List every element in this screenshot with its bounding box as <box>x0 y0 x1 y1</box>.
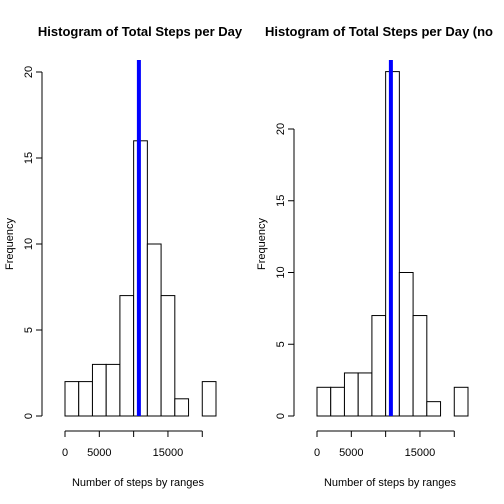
y-axis-label-left: Frequency <box>4 218 16 270</box>
panel-left: Histogram of Total Steps per Day Number … <box>4 24 243 489</box>
histogram-bar <box>64 381 80 417</box>
x-axis-label-left: Number of steps by ranges <box>72 477 205 489</box>
histogram-bar <box>91 363 107 417</box>
histogram-bar <box>201 381 217 417</box>
x-tick-label: 0 <box>62 447 68 459</box>
chart-title-left: Histogram of Total Steps per Day <box>38 24 243 39</box>
histogram-bar <box>119 295 135 417</box>
y-tick-label: 5 <box>275 341 287 347</box>
histogram-bar <box>412 315 428 417</box>
x-axis-label-right: Number of steps by ranges <box>324 477 457 489</box>
histogram-bar <box>343 372 359 417</box>
histogram-bar <box>357 372 373 417</box>
y-axis-label-right: Frequency <box>256 218 268 270</box>
y-tick-label: 0 <box>23 413 35 419</box>
y-tick-label: 15 <box>23 152 35 164</box>
panel-right: Histogram of Total Steps per Day (no Num… <box>256 24 493 489</box>
histogram-bar <box>426 401 442 417</box>
histogram-bar <box>398 272 414 417</box>
histogram-bar <box>105 363 121 417</box>
x-tick-label: 15000 <box>153 447 184 459</box>
histogram-bar <box>371 315 387 417</box>
y-tick-label: 10 <box>23 238 35 250</box>
histogram-bar <box>453 386 469 417</box>
x-axis-right: 0 5000 15000 <box>314 430 455 459</box>
y-axis-left: 0 5 10 15 20 <box>23 66 43 419</box>
x-tick-label: 15000 <box>405 447 436 459</box>
y-tick-label: 0 <box>275 413 287 419</box>
y-tick-label: 20 <box>23 66 35 78</box>
y-tick-label: 10 <box>275 266 287 278</box>
y-axis-right: 0 5 10 15 20 <box>275 123 295 419</box>
y-tick-label: 15 <box>275 195 287 207</box>
y-tick-label: 20 <box>275 123 287 135</box>
chart-title-right: Histogram of Total Steps per Day (no <box>265 24 493 39</box>
y-tick-label: 5 <box>23 327 35 333</box>
histogram-bar <box>78 381 93 417</box>
x-tick-label: 5000 <box>87 447 111 459</box>
histogram-bar <box>316 386 332 417</box>
x-tick-label: 0 <box>314 447 320 459</box>
histogram-bar <box>174 398 190 417</box>
histogram-bar <box>160 295 176 417</box>
x-axis-left: 0 5000 15000 <box>62 430 203 459</box>
histogram-bar <box>146 243 162 417</box>
x-tick-label: 5000 <box>339 447 363 459</box>
histogram-bar <box>330 386 345 417</box>
